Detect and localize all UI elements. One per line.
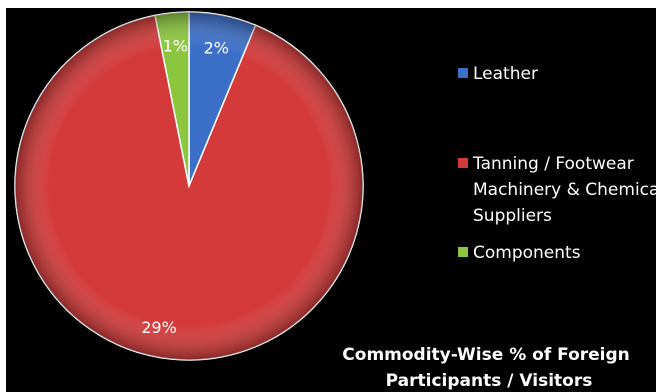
legend-swatch-leather <box>458 68 468 78</box>
legend-label-components: Components <box>473 243 581 263</box>
legend-swatch-tanning <box>458 158 468 168</box>
chart-title: Commodity-Wise % of Foreign Participants… <box>342 345 635 391</box>
slice-label-leather: 2% <box>204 39 229 58</box>
slice-label-components: 1% <box>163 37 188 56</box>
legend: Leather Tanning / Footwear Machinery & C… <box>458 64 656 263</box>
legend-label-tanning: Tanning / Footwear Machinery & Chemical … <box>472 154 656 226</box>
slice-label-tanning: 29% <box>141 318 177 337</box>
legend-label-leather: Leather <box>473 64 538 84</box>
pie-slices <box>14 11 364 361</box>
legend-swatch-components <box>458 247 468 257</box>
slice-labels: 2% 29% 1% <box>141 37 229 337</box>
